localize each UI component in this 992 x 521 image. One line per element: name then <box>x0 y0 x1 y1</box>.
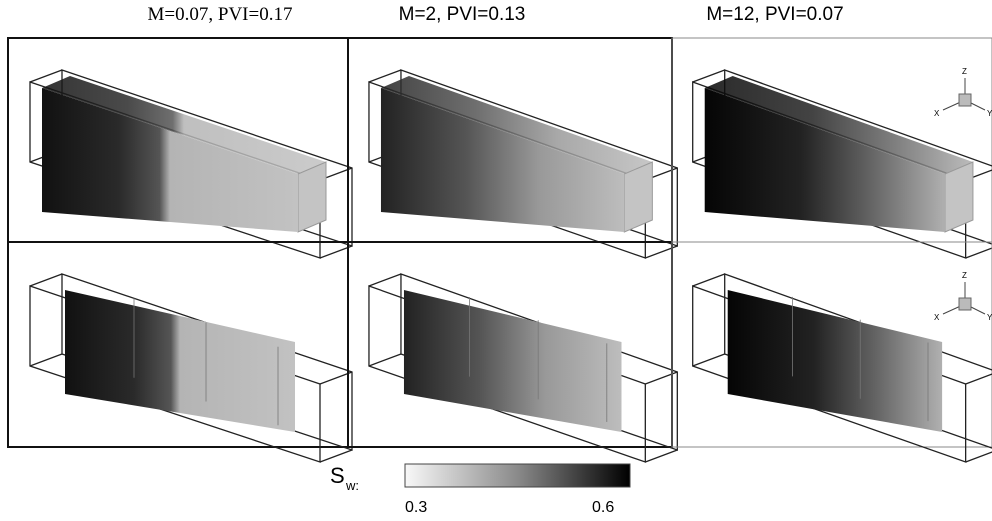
panels: Z X Y Z X Y <box>7 37 992 463</box>
block-end <box>944 161 974 233</box>
block-end <box>297 161 327 233</box>
wireframe <box>319 449 353 463</box>
colorbar-label-sub: w: <box>345 478 359 493</box>
triad-label: Y <box>987 313 992 322</box>
colorbar-label: S <box>330 463 345 488</box>
triad-label: X <box>934 313 940 322</box>
triad-cube <box>958 297 972 311</box>
slice <box>65 290 295 432</box>
column-title: M=2, PVI=0.13 <box>399 4 526 25</box>
wireframe <box>29 273 63 287</box>
column-title: M=12, PVI=0.07 <box>706 4 843 25</box>
panel <box>368 273 678 463</box>
wireframe <box>692 69 725 83</box>
wireframe <box>319 371 353 385</box>
block-end <box>623 161 653 233</box>
block-top <box>380 76 653 174</box>
wireframe <box>965 247 992 259</box>
slice <box>403 290 622 432</box>
triad-label: Y <box>987 109 992 118</box>
triad-label: Z <box>962 271 967 280</box>
triad-cube <box>958 93 972 107</box>
colorbar <box>404 463 631 488</box>
wireframe <box>692 353 725 367</box>
colorbar-tick-label: 0.3 <box>405 499 427 516</box>
panel <box>29 273 353 463</box>
block-top <box>704 76 973 174</box>
block-top <box>42 76 326 174</box>
panel <box>29 69 353 259</box>
wireframe <box>965 451 992 463</box>
wireframe <box>368 353 402 367</box>
slice <box>727 290 943 432</box>
wireframe <box>368 69 402 83</box>
panel: Z X Y <box>692 67 992 259</box>
triad-label: X <box>934 109 940 118</box>
wireframe <box>965 373 992 385</box>
panel-frame <box>671 241 992 448</box>
triad-label: Z <box>962 67 967 76</box>
wireframe <box>645 449 678 463</box>
panel <box>368 69 678 259</box>
block-front <box>42 88 298 232</box>
wireframe <box>29 69 63 83</box>
column-title: M=0.07, PVI=0.17 <box>148 4 293 25</box>
panel: Z X Y <box>692 271 992 463</box>
block-front <box>380 88 625 232</box>
block-front <box>704 88 945 232</box>
wireframe <box>319 245 353 259</box>
wireframe <box>692 273 725 287</box>
wireframe <box>29 353 63 367</box>
wireframe <box>368 273 402 287</box>
colorbar-tick-label: 0.6 <box>592 499 614 516</box>
